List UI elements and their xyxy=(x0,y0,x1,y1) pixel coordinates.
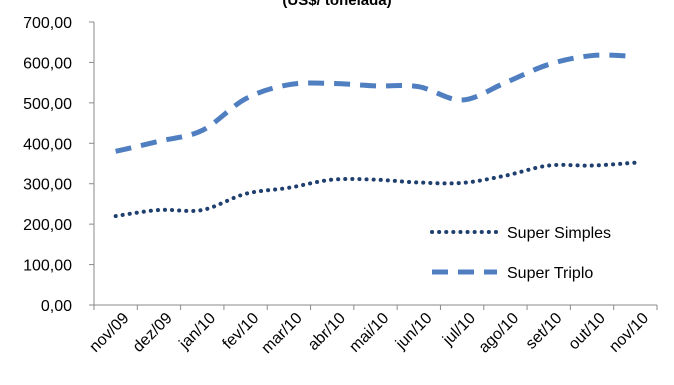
x-tick-label: dez/09 xyxy=(130,310,176,356)
x-tick-label: nov/10 xyxy=(606,310,652,356)
series-line-super-simples xyxy=(113,160,638,219)
legend-label-super-simples: Super Simples xyxy=(507,225,611,242)
y-tick-label: 400,00 xyxy=(23,136,72,153)
x-tick-label: out/10 xyxy=(565,310,609,354)
x-tick-label: fev/10 xyxy=(220,310,263,353)
y-tick-label: 700,00 xyxy=(23,15,72,32)
axis-layer: 0,00 100,00 200,00 300,00 400,00 500,00 600,00… xyxy=(23,15,658,357)
x-tick-label: jan/10 xyxy=(176,310,220,354)
legend: Super Simples Super Triplo xyxy=(430,225,611,282)
x-tick-label: jun/10 xyxy=(392,310,436,354)
y-tick-label: 200,00 xyxy=(23,217,72,234)
y-tick-label: 100,00 xyxy=(23,258,72,275)
x-tick-label: mai/10 xyxy=(346,310,392,356)
x-tick-label: mar/10 xyxy=(258,310,305,357)
title-layer: (US$/ tonelada) xyxy=(282,0,391,9)
legend-label-super-triplo: Super Triplo xyxy=(507,265,593,282)
y-tick-label: 300,00 xyxy=(23,177,72,194)
x-tick-label: ago/10 xyxy=(476,310,523,357)
y-tick-label: 500,00 xyxy=(23,96,72,113)
x-tick-label: abr/10 xyxy=(305,310,349,354)
y-tick-label: 0,00 xyxy=(41,298,72,315)
series-layer xyxy=(113,52,638,219)
x-tick-label: nov/09 xyxy=(86,310,132,356)
x-tick-label: set/10 xyxy=(523,310,566,353)
chart-title: (US$/ tonelada) xyxy=(282,0,391,9)
y-tick-label: 600,00 xyxy=(23,55,72,72)
x-tick-label: jul/10 xyxy=(439,310,479,350)
series-line-super-triplo xyxy=(115,52,636,154)
